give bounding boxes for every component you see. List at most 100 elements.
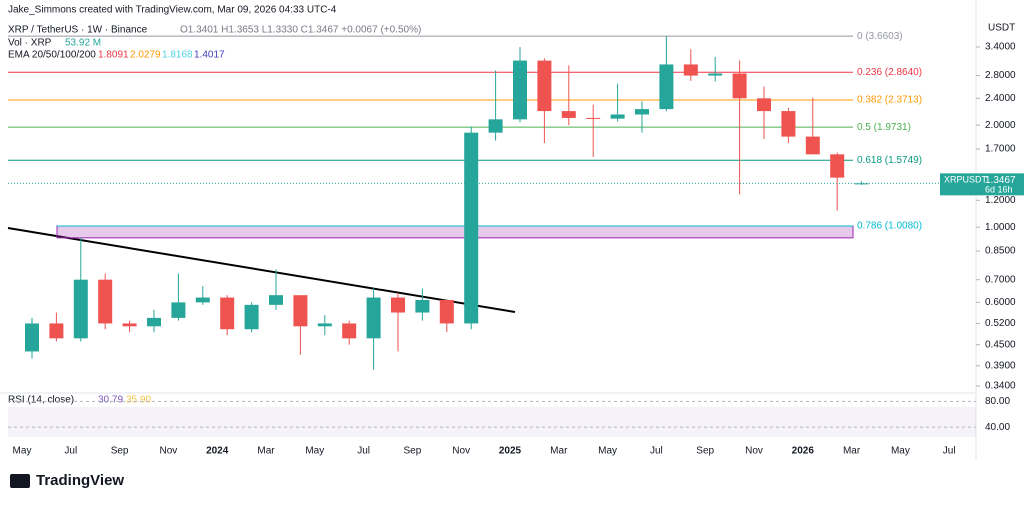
fib-label: 0 (3.6603)	[857, 31, 903, 42]
x-tick-label: Mar	[550, 446, 568, 457]
x-tick-label: Sep	[696, 446, 714, 457]
x-tick-label: May	[891, 446, 910, 457]
ema-value: 2.0279	[130, 50, 161, 61]
ema-value: 1.4017	[194, 50, 225, 61]
candle-body	[73, 279, 88, 339]
candle-body	[488, 119, 503, 133]
x-tick-label: Sep	[404, 446, 422, 457]
y-tick-label: 3.4000	[985, 42, 1016, 53]
x-tick-label: May	[13, 446, 32, 457]
candle-body	[464, 132, 479, 324]
symbol: XRP / TetherUS · 1W · Binance	[8, 25, 148, 36]
y-tick-label: 0.5200	[985, 318, 1016, 329]
price-tag	[940, 173, 1024, 196]
candle-body	[269, 295, 283, 305]
candle-body	[98, 279, 113, 324]
candle-body	[293, 295, 308, 327]
y-tick-label: 1.0000	[985, 222, 1016, 233]
fib-label: 0.618 (1.5749)	[857, 155, 922, 166]
fib-label: 0.786 (1.0080)	[857, 221, 922, 232]
vol-label: Vol · XRP	[8, 38, 52, 49]
x-tick-label: Mar	[843, 446, 861, 457]
x-tick-label: Jul	[650, 446, 663, 457]
candle-body	[659, 64, 674, 110]
rsi-tick-label: 80.00	[985, 396, 1010, 407]
y-tick-label: 1.7000	[985, 144, 1016, 155]
candle-body	[805, 136, 820, 155]
y-tick-label: 0.3400	[985, 381, 1016, 392]
x-tick-label: Sep	[111, 446, 129, 457]
candle-body	[415, 299, 430, 313]
y-tick-label: 0.4500	[985, 339, 1016, 350]
rsi-ma: 35.90	[126, 395, 151, 406]
candle-body	[635, 109, 649, 115]
fib-label: 0.5 (1.9731)	[857, 122, 911, 133]
x-tick-label: Nov	[452, 446, 470, 457]
x-tick-label: 2024	[206, 446, 229, 457]
x-tick-label: 2025	[499, 446, 522, 457]
y-tick-label: 0.8500	[985, 246, 1016, 257]
rsi-tick-label: 40.00	[985, 422, 1010, 433]
candle-body	[342, 323, 357, 339]
currency: USDT	[988, 23, 1015, 34]
candle-body	[830, 154, 845, 178]
candle-body	[586, 117, 601, 119]
y-tick-label: 0.6000	[985, 297, 1016, 308]
candle-body	[171, 302, 186, 318]
logo-icon	[10, 474, 30, 488]
candle-body	[561, 111, 576, 118]
x-tick-label: Mar	[257, 446, 275, 457]
candle-body	[610, 114, 625, 119]
candle-body	[122, 323, 137, 327]
candle-body	[732, 73, 747, 99]
candle-body	[317, 323, 332, 327]
rsi-label: RSI (14, close)	[8, 395, 74, 406]
price-tag-symbol: XRPUSDT	[944, 175, 988, 185]
logo: TradingView	[36, 472, 124, 489]
fib-zone	[56, 225, 854, 239]
price-tag-value: 1.3467	[985, 175, 1016, 186]
candle-body	[391, 297, 405, 313]
trendline	[7, 227, 516, 313]
x-tick-label: May	[598, 446, 617, 457]
x-tick-label: 2026	[792, 446, 815, 457]
y-tick-label: 1.2000	[985, 195, 1016, 206]
ohlc: O1.3401 H1.3653 L1.3330 C1.3467 +0.0067 …	[180, 25, 421, 36]
ema-label: EMA 20/50/100/200	[8, 50, 96, 61]
y-tick-label: 0.3900	[985, 360, 1016, 371]
x-tick-label: May	[305, 446, 324, 457]
x-tick-label: Nov	[745, 446, 763, 457]
x-tick-label: Jul	[357, 446, 370, 457]
fib-label: 0.382 (2.3713)	[857, 95, 922, 106]
candle-body	[195, 297, 210, 303]
candle-body	[683, 64, 698, 76]
candle-body	[366, 297, 381, 339]
candle-body	[854, 183, 869, 185]
candle-body	[537, 60, 552, 112]
rsi-band	[8, 407, 976, 437]
candle-body	[757, 98, 771, 112]
x-tick-label: Nov	[160, 446, 178, 457]
candle-body	[439, 299, 454, 324]
y-tick-label: 2.4000	[985, 93, 1016, 104]
rsi-value: 30.79	[98, 395, 123, 406]
fib-label: 0.236 (2.8640)	[857, 67, 922, 78]
author: Jake_Simmons created with TradingView.co…	[8, 5, 337, 16]
candle-body	[244, 304, 259, 330]
candle-body	[25, 323, 39, 352]
ema-value: 1.8091	[98, 50, 129, 61]
x-tick-label: Jul	[943, 446, 956, 457]
price-tag-countdown: 6d 16h	[985, 185, 1013, 195]
candle-body	[513, 60, 527, 120]
candle-body	[147, 317, 161, 327]
candle-body	[220, 297, 235, 330]
y-tick-label: 2.8000	[985, 70, 1016, 81]
y-tick-label: 2.0000	[985, 120, 1016, 131]
candle-body	[49, 323, 64, 339]
candle-body	[708, 73, 723, 76]
vol-value: 53.92 M	[65, 38, 101, 49]
candle-body	[781, 111, 796, 137]
ema-value: 1.8168	[162, 50, 193, 61]
